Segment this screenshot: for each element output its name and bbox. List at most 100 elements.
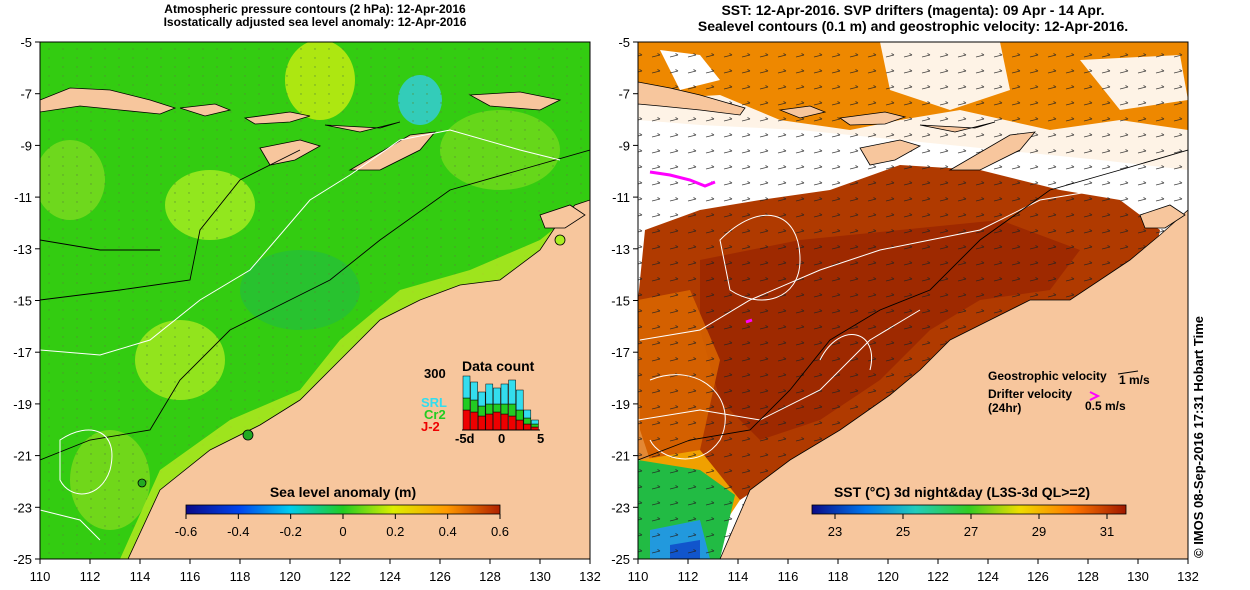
sst-map	[638, 42, 1188, 559]
sst-map-x-tick-label: 124	[977, 569, 999, 584]
sla-map-x-tick-label: 116	[180, 569, 201, 584]
data-count-bar	[515, 419, 524, 431]
drifter-velocity-value: 0.5 m/s	[1085, 399, 1126, 413]
sla-map-x-tick-label: 132	[579, 569, 601, 584]
geo-velocity-label: Geostrophic velocity	[988, 369, 1107, 383]
sla-colorbar: Sea level anomaly (m) -0.6 -0.4 -0.2 0 0.2 0.…	[175, 484, 509, 539]
sla-colorbar-gradient	[185, 504, 501, 515]
data-count-bar	[493, 403, 501, 413]
data-count-bar	[485, 413, 494, 431]
data-count-sat-cr2: Cr2	[424, 407, 446, 422]
sla-map-y-tick-label: -23	[13, 500, 32, 515]
sst-colorbar: SST (°C) 3d night&day (L3S-3d QL>=2) 23 2…	[811, 484, 1127, 539]
sla-map-y-tick-label: -13	[13, 242, 32, 257]
sst-colorbar-tick-label: 27	[964, 524, 978, 539]
data-count-bar	[531, 419, 539, 425]
sst-colorbar-gradient	[811, 504, 1127, 515]
sst-map-x-tick-label: 116	[778, 569, 799, 584]
sst-map-x-tick-label: 132	[1177, 569, 1199, 584]
sst-map-x-tick-label: 114	[728, 569, 749, 584]
sla-map-y-tick-label: -17	[13, 345, 32, 360]
sst-map-y-tick-label: -7	[618, 87, 630, 102]
sla-map-y-tick-label: -5	[20, 35, 32, 50]
sst-colorbar-tick-label: 29	[1032, 524, 1046, 539]
sla-map-y-tick-label: -25	[13, 552, 32, 567]
sst-map-y-tick-label: -17	[611, 345, 630, 360]
geo-velocity-value: 1 m/s	[1119, 373, 1150, 387]
sst-map-y-tick-label: -21	[611, 449, 630, 464]
right-title-line1: SST: 12-Apr-2016. SVP drifters (magenta)…	[721, 2, 1105, 18]
sla-map-y-tick-label: -21	[13, 449, 32, 464]
sst-map-x-tick-label: 118	[828, 569, 849, 584]
sst-map-x-tick-label: 120	[877, 569, 899, 584]
data-count-bar	[462, 375, 471, 399]
sst-colorbar-tick-label: 23	[828, 524, 842, 539]
data-count-sat-j2: J-2	[421, 419, 440, 434]
sla-map-y-tick-label: -19	[13, 397, 32, 412]
sla-colorbar-tick-label: 0.6	[491, 524, 509, 539]
data-count-bar	[470, 411, 478, 431]
sla-map-y-tick-label: -11	[14, 190, 32, 205]
data-count-bar	[531, 423, 539, 428]
sla-map-y-tick-label: -15	[13, 294, 32, 309]
data-count-max: 300	[424, 366, 446, 381]
sst-colorbar-tick-label: 31	[1100, 524, 1114, 539]
data-count-bar	[523, 417, 532, 425]
sla-map-x-tick-label: 120	[279, 569, 301, 584]
right-title-line2: Sealevel contours (0.1 m) and geostrophi…	[697, 18, 1129, 34]
sla-colorbar-tick-label: -0.4	[227, 524, 249, 539]
sla-colorbar-tick-label: -0.2	[279, 524, 301, 539]
geo-velocity-arrow-icon	[1117, 370, 1139, 375]
sst-map-y-tick-label: -9	[618, 138, 630, 153]
credit-text: © IMOS 08-Sep-2016 17:31 Hobart Time	[1191, 316, 1206, 558]
sla-colorbar-tick-label: 0.2	[386, 524, 404, 539]
sst-map-y-tick-label: -5	[618, 35, 630, 50]
data-count-x-zero: 0	[498, 431, 505, 446]
sla-map-x-tick-label: 118	[230, 569, 251, 584]
sst-colorbar-title: SST (°C) 3d night&day (L3S-3d QL>=2)	[834, 484, 1090, 500]
sla-colorbar-tick-label: -0.6	[175, 524, 197, 539]
data-count-bar	[523, 409, 532, 419]
data-count-bar	[508, 415, 516, 431]
data-count-title: Data count	[462, 358, 535, 374]
left-map-title: Atmospheric pressure contours (2 hPa): 1…	[40, 3, 590, 29]
sla-map-x-tick-label: 122	[329, 569, 351, 584]
sla-map-x-tick-label: 124	[379, 569, 401, 584]
data-count-bar	[500, 403, 509, 415]
sst-colorbar-tick-label: 25	[896, 524, 910, 539]
data-count-bar	[477, 391, 486, 407]
sst-map-y-tick-label: -25	[611, 552, 630, 567]
data-count-bar	[477, 415, 486, 431]
data-count-bar	[477, 405, 486, 417]
sla-colorbar-tick-label: 0.4	[439, 524, 457, 539]
data-count-bar	[523, 423, 532, 431]
sla-map-x-tick-label: 112	[80, 569, 101, 584]
data-count-bar	[500, 413, 509, 431]
data-count-bar	[515, 409, 524, 421]
sst-map-y-tick-label: -19	[611, 397, 630, 412]
sst-map-y-tick-label: -11	[612, 190, 630, 205]
sla-map-x-tick-label: 128	[479, 569, 501, 584]
data-count-bar	[470, 381, 478, 401]
data-count-bar	[493, 387, 501, 405]
data-count-bar	[462, 397, 471, 411]
data-count-bar	[515, 389, 524, 411]
data-count-bar	[485, 383, 494, 405]
data-count-bar	[462, 409, 471, 431]
sst-map-x-tick-label: 112	[678, 569, 699, 584]
sla-map-x-tick-label: 110	[30, 569, 51, 584]
sst-map-x-tick-label: 130	[1127, 569, 1149, 584]
sst-map-x-tick-label: 126	[1027, 569, 1049, 584]
data-count-x-max: 5	[537, 431, 544, 446]
data-count-bar	[500, 383, 509, 405]
credit-text-box: © IMOS 08-Sep-2016 17:31 Hobart Time	[1191, 288, 1211, 558]
sla-map-x-tick-label: 130	[529, 569, 551, 584]
data-count-bar	[508, 403, 516, 417]
sla-map-y-tick-label: -9	[20, 138, 32, 153]
data-count-bar	[470, 399, 478, 413]
data-count-inset: Data count 300 SRL Cr2 J-2 -5d 0 5	[421, 358, 544, 446]
right-map-title: SST: 12-Apr-2016. SVP drifters (magenta)…	[638, 2, 1188, 34]
sla-land-australia	[127, 199, 590, 559]
data-count-bar	[485, 403, 494, 415]
